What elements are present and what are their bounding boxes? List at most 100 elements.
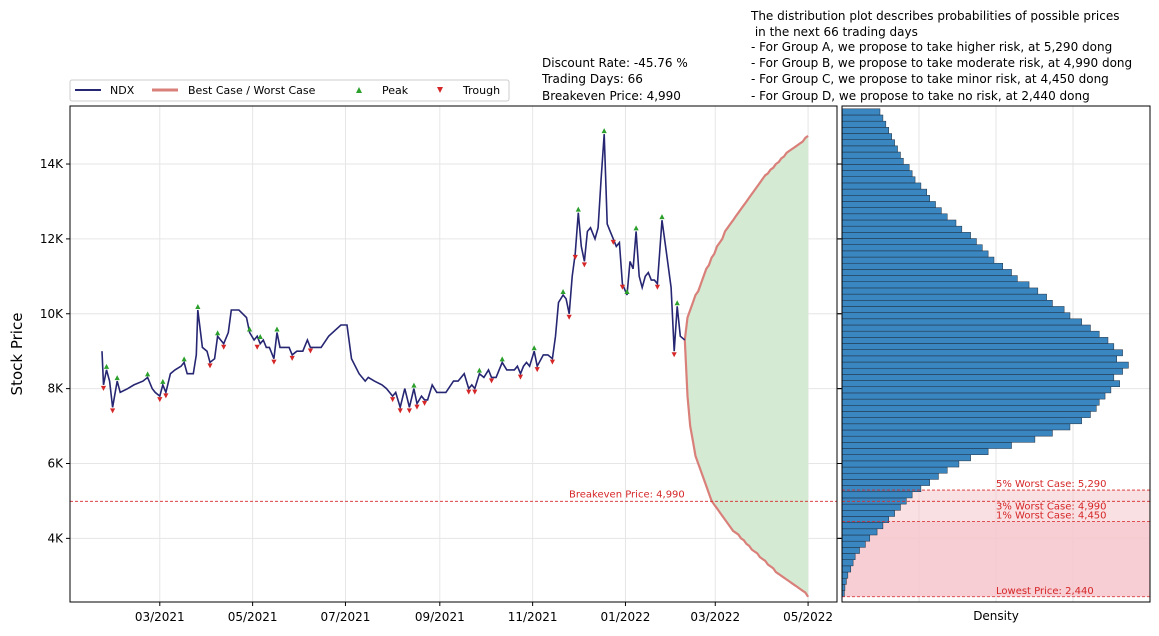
peak-marker [411, 382, 417, 388]
legend-trough-marker [437, 87, 443, 93]
trough-marker [271, 359, 277, 365]
histogram-bar [841, 343, 1115, 350]
histogram-bar [841, 435, 1036, 443]
x-tick-label: 05/2022 [783, 610, 833, 624]
trough-marker [671, 352, 677, 358]
histogram-bar [841, 374, 1115, 381]
ndx-price-line [101, 134, 686, 411]
histogram-bar [841, 145, 898, 153]
histogram-bar [841, 262, 1004, 270]
peak-marker [145, 371, 151, 377]
hist-plot-frame [841, 105, 1151, 603]
histogram-bar [841, 139, 895, 147]
legend-peak-label: Peak [382, 84, 409, 97]
risk-level-label: 3% Worst Case: 4,990 [996, 501, 1107, 512]
histogram-bar [841, 405, 1097, 412]
trough-marker [100, 385, 107, 391]
histogram-bar [841, 361, 1129, 369]
breakeven-price-text: Breakeven Price: 4,990 [542, 89, 681, 103]
peak-marker [246, 326, 253, 332]
peak-marker [499, 356, 505, 362]
peak-marker [633, 225, 639, 231]
distribution-desc-line-3: - For Group A, we propose to take higher… [751, 40, 1112, 54]
peak-marker [674, 300, 680, 306]
trough-marker [488, 378, 495, 384]
distribution-desc-line-6: - For Group D, we propose to take no ris… [751, 89, 1090, 103]
histogram-bar [841, 491, 913, 499]
histogram-bar [841, 170, 913, 178]
legend-box [69, 79, 510, 102]
histogram-bar [841, 324, 1091, 332]
trough-marker [517, 374, 524, 380]
histogram-bar [841, 250, 989, 258]
histogram-bar [841, 108, 881, 116]
trough-marker [654, 284, 661, 290]
y-axis-label: Stock Price [8, 313, 26, 396]
peak-marker [531, 345, 537, 351]
trough-marker [549, 359, 556, 365]
legend: NDX Best Case / Worst Case Peak Trough [69, 79, 510, 102]
y-tick-label: 6K [47, 456, 64, 470]
histogram-bar [841, 553, 856, 560]
peak-marker [274, 326, 280, 332]
trough-marker [406, 408, 412, 414]
histogram-bar [841, 182, 922, 190]
risk-zone-lower [842, 521, 1150, 597]
y-tick-label: 14K [40, 157, 64, 171]
histogram-bars [841, 108, 1129, 598]
histogram-bar [841, 522, 884, 530]
histogram-bar [841, 367, 1123, 375]
histogram-bar [841, 503, 901, 511]
histogram-bar [841, 386, 1112, 394]
histogram-bar [841, 417, 1082, 425]
hist-x-axis-label: Density [973, 609, 1019, 623]
histogram-bar [841, 380, 1120, 388]
histogram-bar [841, 460, 960, 468]
trough-marker [610, 239, 616, 245]
histogram-bar [841, 256, 995, 264]
peak-marker [215, 330, 221, 336]
histogram-bar [841, 133, 892, 140]
histogram-bar [841, 225, 963, 233]
worst-case-line [683, 339, 810, 598]
breakeven-annotation: Breakeven Price: 4,990 [70, 489, 837, 502]
trough-marker [472, 389, 478, 395]
peak-marker [575, 206, 581, 212]
histogram-bar [841, 547, 860, 554]
histogram-bar [841, 392, 1106, 400]
trough-marker [572, 254, 578, 260]
trough-marker [307, 348, 314, 354]
histogram-bar [841, 337, 1109, 344]
histogram-bar [841, 349, 1123, 357]
histogram-bar [841, 293, 1047, 301]
histogram-bar [841, 479, 930, 486]
trough-marker [619, 284, 626, 290]
histogram-bar [841, 213, 948, 221]
best-case-line [683, 135, 809, 341]
x-tick-label: 11/2021 [508, 610, 558, 624]
main-plot-frame [69, 105, 838, 603]
histogram-bar [841, 429, 1053, 437]
histogram-bar [841, 528, 878, 536]
peak-marker [114, 375, 120, 381]
trough-marker [254, 344, 260, 350]
histogram-bar [841, 559, 854, 567]
distribution-desc-line-5: - For Group C, we propose to take minor … [751, 72, 1109, 86]
peak-marker [476, 367, 482, 373]
x-tick-label: 07/2021 [321, 610, 371, 624]
histogram-bar [841, 466, 948, 474]
histogram-bar [841, 201, 936, 208]
legend-trough-label: Trough [462, 84, 500, 97]
trough-marker [414, 404, 420, 410]
histogram-bar [841, 151, 901, 159]
histogram-bar [841, 312, 1071, 320]
trough-marker [534, 367, 540, 373]
peak-marker [659, 214, 665, 220]
legend-ndx-label: NDX [110, 84, 135, 97]
histogram-bar [841, 398, 1100, 406]
histogram-bar [841, 485, 922, 493]
forecast-fill-area [684, 135, 809, 597]
histogram-bar [841, 219, 957, 227]
breakeven-label: Breakeven Price: 4,990 [569, 489, 685, 500]
risk-level-label: 1% Worst Case: 4,450 [996, 511, 1107, 522]
